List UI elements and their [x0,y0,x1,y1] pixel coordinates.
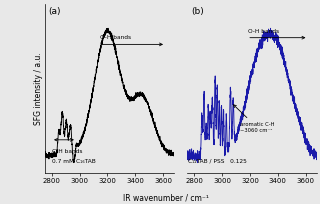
Text: (a): (a) [49,8,61,17]
Text: aromatic C-H
~3060 cm⁻¹: aromatic C-H ~3060 cm⁻¹ [233,105,275,133]
Text: 0.7 mM C₁₆TAB: 0.7 mM C₁₆TAB [52,159,95,164]
Text: O-H bands: O-H bands [248,29,279,34]
Y-axis label: SFG intensity / a.u.: SFG intensity / a.u. [35,52,44,125]
Text: C₁₂TAB / PSS   0.125: C₁₂TAB / PSS 0.125 [188,159,247,164]
Text: IR wavenumber / cm⁻¹: IR wavenumber / cm⁻¹ [124,194,209,203]
Text: C-H bands: C-H bands [52,149,82,154]
Text: O-H bands: O-H bands [100,35,131,40]
Text: (b): (b) [191,8,204,17]
